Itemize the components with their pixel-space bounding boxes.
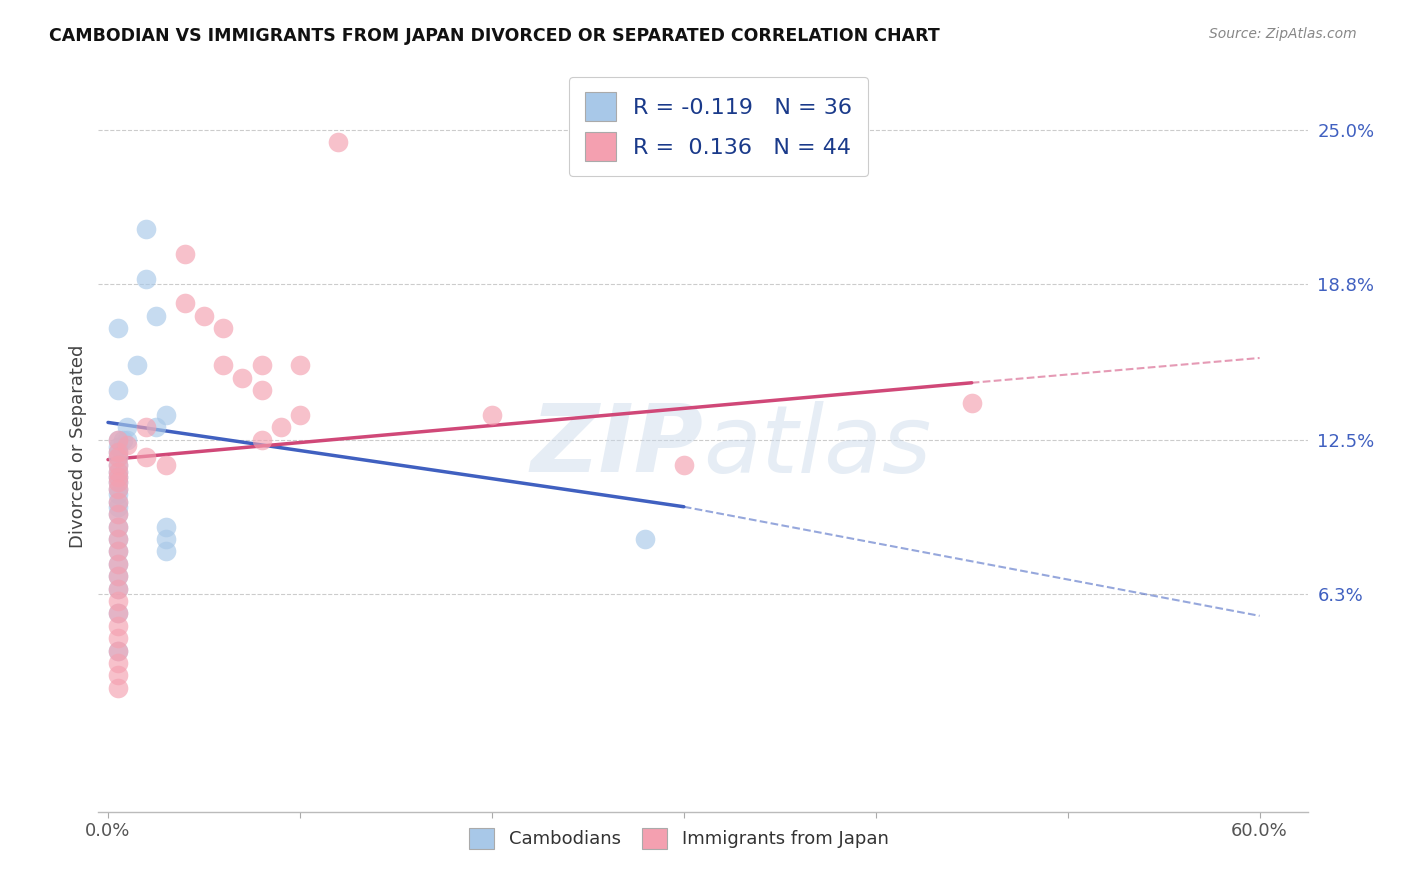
Point: [115, 420, 138, 434]
Point: [115, 438, 138, 452]
Point: [115, 433, 138, 447]
Point: [672, 458, 695, 472]
Text: atlas: atlas: [703, 401, 931, 491]
Point: [107, 450, 129, 465]
Point: [288, 408, 311, 422]
Point: [135, 271, 157, 285]
Point: [145, 420, 167, 434]
Point: [107, 470, 129, 484]
Text: ZIP: ZIP: [530, 400, 703, 492]
Point: [155, 408, 177, 422]
Point: [155, 519, 177, 533]
Point: [107, 458, 129, 472]
Text: CAMBODIAN VS IMMIGRANTS FROM JAPAN DIVORCED OR SEPARATED CORRELATION CHART: CAMBODIAN VS IMMIGRANTS FROM JAPAN DIVOR…: [49, 27, 941, 45]
Point: [328, 135, 350, 149]
Point: [107, 475, 129, 489]
Point: [107, 643, 129, 657]
Point: [173, 296, 195, 310]
Point: [107, 321, 129, 335]
Point: [250, 383, 273, 397]
Point: [107, 607, 129, 621]
Point: [107, 470, 129, 484]
Point: [107, 557, 129, 571]
Point: [107, 445, 129, 459]
Point: [107, 557, 129, 571]
Point: [135, 450, 157, 465]
Point: [107, 383, 129, 397]
Point: [107, 495, 129, 509]
Point: [107, 465, 129, 479]
Point: [107, 440, 129, 454]
Point: [250, 359, 273, 373]
Point: [107, 483, 129, 497]
Point: [250, 433, 273, 447]
Point: [107, 532, 129, 546]
Point: [193, 309, 215, 323]
Point: [155, 458, 177, 472]
Point: [107, 507, 129, 521]
Point: [112, 433, 135, 447]
Point: [107, 433, 129, 447]
Point: [107, 569, 129, 583]
Point: [135, 222, 157, 236]
Point: [107, 532, 129, 546]
Point: [107, 656, 129, 670]
Point: [107, 475, 129, 489]
Point: [107, 450, 129, 465]
Point: [107, 582, 129, 596]
Point: [107, 483, 129, 497]
Point: [481, 408, 503, 422]
Point: [107, 445, 129, 459]
Point: [107, 569, 129, 583]
Point: [107, 582, 129, 596]
Point: [173, 247, 195, 261]
Y-axis label: Divorced or Separated: Divorced or Separated: [69, 344, 87, 548]
Point: [107, 495, 129, 509]
Point: [960, 395, 983, 409]
Text: Source: ZipAtlas.com: Source: ZipAtlas.com: [1209, 27, 1357, 41]
Point: [107, 681, 129, 695]
Point: [107, 594, 129, 608]
Point: [155, 544, 177, 558]
Point: [288, 359, 311, 373]
Legend: Cambodians, Immigrants from Japan: Cambodians, Immigrants from Japan: [460, 819, 898, 857]
Point: [107, 607, 129, 621]
Point: [107, 643, 129, 657]
Point: [212, 359, 235, 373]
Point: [155, 532, 177, 546]
Point: [107, 544, 129, 558]
Point: [212, 321, 235, 335]
Point: [125, 359, 148, 373]
Point: [107, 487, 129, 501]
Point: [107, 465, 129, 479]
Point: [107, 619, 129, 633]
Point: [135, 420, 157, 434]
Point: [145, 309, 167, 323]
Point: [107, 519, 129, 533]
Point: [107, 507, 129, 521]
Point: [107, 458, 129, 472]
Point: [107, 500, 129, 514]
Point: [107, 519, 129, 533]
Point: [107, 433, 129, 447]
Point: [231, 371, 253, 385]
Point: [270, 420, 292, 434]
Point: [107, 544, 129, 558]
Point: [107, 668, 129, 682]
Point: [634, 532, 657, 546]
Point: [107, 631, 129, 645]
